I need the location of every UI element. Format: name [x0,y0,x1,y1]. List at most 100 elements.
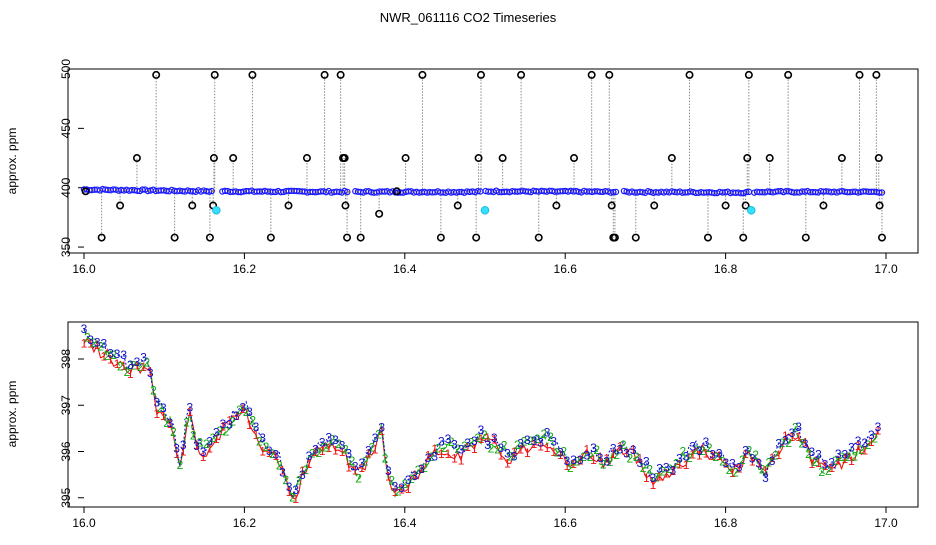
bottom-series-1-point: 1 [762,464,769,478]
bottom-series-1-point: 1 [842,452,849,466]
bottom-series-3-point: 3 [339,438,346,452]
bottom-series-2-point: 2 [355,471,362,485]
bottom-series-2-point: 2 [428,450,435,464]
top-x-tick-label: 16.0 [72,262,96,276]
bottom-series-1-point: 1 [418,462,425,476]
bottom-series-2-point: 2 [600,458,607,472]
bottom-series-3-point: 3 [220,417,227,431]
top-spike-point [472,233,481,242]
top-baseline-point [743,188,750,196]
bottom-series-1-point: 1 [756,456,763,470]
bottom-series-3-point: 3 [524,433,531,447]
bottom-series-3-point: 3 [762,471,769,485]
bottom-series-3-point: 3 [617,442,624,456]
bottom-series-1-point: 1 [239,402,246,416]
bottom-x-tick-label: 16.2 [233,516,257,530]
bottom-x-tick-label: 16.4 [393,516,417,530]
bottom-series-2-point: 2 [759,462,766,476]
bottom-series-3-point: 3 [120,348,127,362]
bottom-series-2-point: 2 [574,454,581,468]
bottom-series-2-point: 2 [488,442,495,456]
bottom-series-3-point: 3 [319,435,326,449]
bottom-series-3-point: 3 [868,428,875,442]
top-spike-point [210,70,219,79]
bottom-series-2-point: 2 [435,442,442,456]
bottom-series-1-point: 1 [663,466,670,480]
bottom-series-1-point: 1 [643,471,650,485]
bottom-series-2-point: 2 [216,424,223,438]
bottom-series-3-point: 3 [537,435,544,449]
bottom-series-1-point: 1 [564,459,571,473]
bottom-series-2-point: 2 [468,435,475,449]
bottom-series-3-point: 3 [127,358,134,372]
bottom-series-2-point: 2 [752,448,759,462]
bottom-series-1-point: 1 [491,433,498,447]
bottom-series-3-point: 3 [226,417,233,431]
bottom-series-3-point: 3 [808,445,815,459]
bottom-series-2-point: 2 [706,441,713,455]
bottom-series-2-point: 2 [699,444,706,458]
bottom-series-3-point: 3 [213,426,220,440]
bottom-series-3-point: 3 [577,453,584,467]
bottom-series-3-point: 3 [167,416,174,430]
bottom-series-3-point: 3 [848,441,855,455]
bottom-series-1-point: 1 [875,423,882,437]
bottom-series-2-point: 2 [818,465,825,479]
bottom-series-3-point: 3 [716,446,723,460]
bottom-series-3-point: 3 [623,446,630,460]
bottom-series-3-point: 3 [855,434,862,448]
top-spike-point [476,70,485,79]
bottom-series-3-point: 3 [187,401,194,415]
bottom-series-1-point: 1 [855,439,862,453]
top-spike-point [517,70,526,79]
top-baseline-point [205,188,213,195]
bottom-series-2-point: 2 [382,451,389,465]
top-spike-point [320,70,329,79]
bottom-series-3-point: 3 [636,456,643,470]
bottom-series-2-point: 2 [276,458,283,472]
top-spike-point [534,233,543,242]
bottom-series-2-point: 2 [196,436,203,450]
bottom-series-1-point: 1 [312,445,319,459]
bottom-series-2-point: 2 [660,465,667,479]
bottom-series-1-point: 1 [504,456,511,470]
top-spike-point [667,154,676,163]
bottom-series-2-point: 2 [375,427,382,441]
bottom-series-1-point: 1 [716,449,723,463]
bottom-y-tick-label: 397 [59,395,73,415]
bottom-series-2-point: 2 [395,485,402,499]
bottom-series-3-point: 3 [359,456,366,470]
top-spike-point [170,233,179,242]
bottom-series-2-point: 2 [137,360,144,374]
bottom-series-2-point: 2 [547,430,554,444]
bottom-series-2-point: 2 [825,464,832,478]
bottom-series-2-point: 2 [256,435,263,449]
bottom-series-2-point: 2 [613,448,620,462]
bottom-series-1-point: 1 [107,352,114,366]
bottom-series-2-point: 2 [620,438,627,452]
bottom-series-1-point: 1 [722,457,729,471]
top-spike-point [552,201,561,210]
bottom-y-axis: 395 396 397 398 [59,349,84,508]
bottom-series-1-point: 1 [517,442,524,456]
bottom-series-2-point: 2 [448,435,455,449]
bottom-series-3-point: 3 [670,463,677,477]
bottom-series-1-point: 1 [636,452,643,466]
bottom-series-3-point: 3 [656,462,663,476]
bottom-series-1-point: 1 [352,464,359,478]
top-baseline-marker [881,191,884,194]
top-spike-point [356,233,365,242]
bottom-x-tick-label: 17.0 [874,516,898,530]
bottom-series-2-point: 2 [124,365,131,379]
bottom-series-3-point: 3 [411,469,418,483]
bottom-series-1-point: 1 [544,441,551,455]
bottom-series-2-point: 2 [223,424,230,438]
bottom-series-1-point: 1 [266,446,273,460]
bottom-series-3-point: 3 [451,437,458,451]
bottom-series-1-point: 1 [742,447,749,461]
bottom-series-1-point: 1 [345,460,352,474]
bottom-series-3-point: 3 [504,447,511,461]
bottom-series-1-point: 1 [557,448,564,462]
bottom-y-tick-label: 398 [59,349,73,369]
bottom-series-3-point: 3 [531,434,538,448]
